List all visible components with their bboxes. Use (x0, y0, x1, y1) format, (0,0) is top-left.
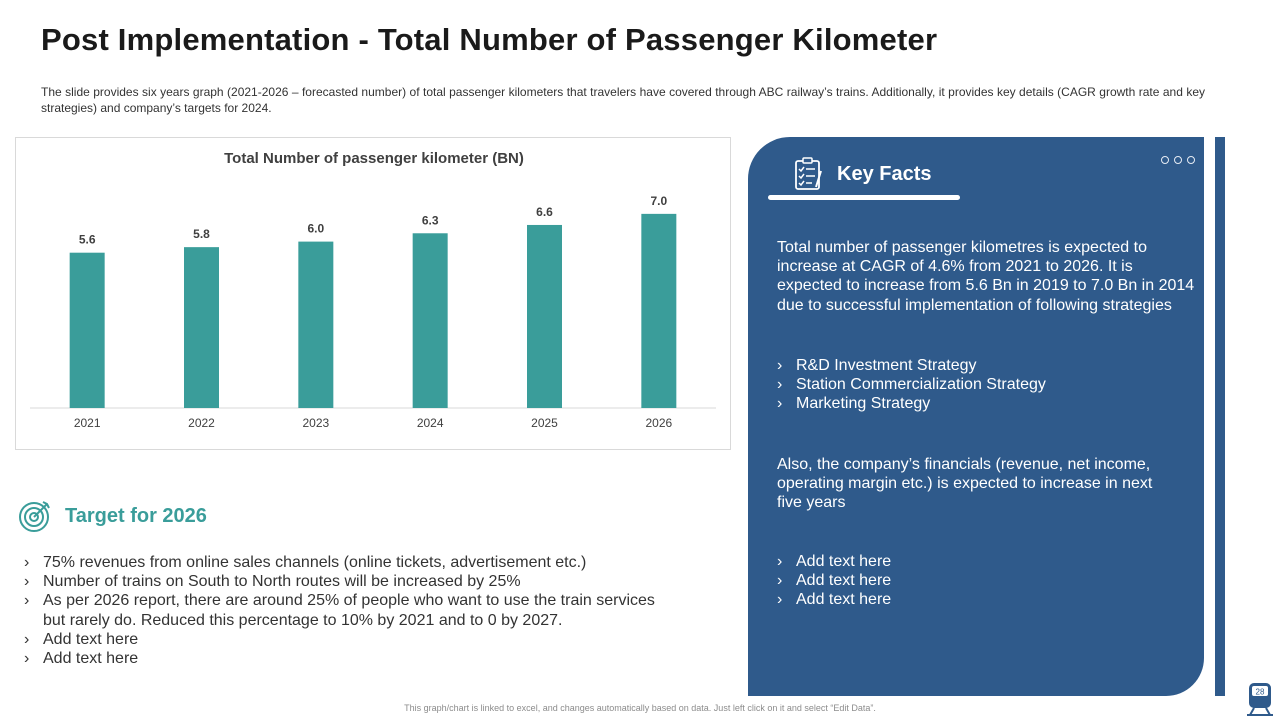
bar-2024 (412, 233, 448, 408)
target-item: As per 2026 report, there are around 25%… (24, 591, 664, 629)
x-tick-label: 2024 (417, 416, 444, 430)
bar-2025 (527, 224, 562, 408)
bar-2023 (298, 241, 334, 408)
key-facts-underline (768, 195, 960, 200)
strategy-item: Marketing Strategy (777, 394, 1197, 413)
chart-container[interactable]: Total Number of passenger kilometer (BN)… (15, 137, 731, 450)
target-icon (19, 501, 50, 532)
target-header: Target for 2026 (18, 498, 207, 534)
bar-2022 (184, 247, 219, 408)
strategy-item: R&D Investment Strategy (777, 356, 1197, 375)
page-title: Post Implementation - Total Number of Pa… (41, 22, 938, 57)
more-options-icon[interactable] (1161, 156, 1195, 164)
add-text-item: Add text here (777, 552, 1197, 571)
strategy-item: Station Commercialization Strategy (777, 375, 1197, 394)
slide-description: The slide provides six years graph (2021… (41, 85, 1205, 115)
bar-value-label: 6.6 (536, 205, 553, 219)
checklist-icon (795, 157, 822, 190)
bar-2026 (641, 213, 677, 408)
bar-value-label: 7.0 (650, 194, 667, 208)
x-tick-label: 2026 (645, 416, 672, 430)
target-title: Target for 2026 (65, 504, 207, 527)
bar-value-label: 5.6 (79, 233, 96, 247)
footer-note: This graph/chart is linked to excel, and… (404, 703, 876, 713)
add-text-item: Add text here (777, 571, 1197, 590)
x-tick-label: 2021 (74, 416, 101, 430)
target-item: Add text here (24, 649, 664, 668)
target-item: Add text here (24, 630, 664, 649)
key-facts-header: Key Facts (794, 157, 932, 191)
add-text-list: Add text here Add text here Add text her… (777, 552, 1197, 610)
x-tick-label: 2025 (531, 416, 558, 430)
bar-value-label: 6.3 (422, 213, 439, 227)
bar-chart: Total Number of passenger kilometer (BN)… (30, 150, 716, 430)
bar-2021 (69, 252, 105, 408)
x-tick-label: 2022 (188, 416, 215, 430)
key-facts-panel: Key Facts Total number of passenger kilo… (748, 137, 1204, 696)
add-text-item: Add text here (777, 590, 1197, 609)
target-item: Number of trains on South to North route… (24, 572, 664, 591)
target-item: 75% revenues from online sales channels … (24, 553, 664, 572)
key-facts-financials: Also, the company’s financials (revenue,… (777, 456, 1153, 512)
strategy-list: R&D Investment Strategy Station Commerci… (777, 356, 1197, 414)
train-icon: 28 (1247, 683, 1273, 716)
bar-value-label: 5.8 (193, 227, 210, 241)
x-tick-label: 2023 (302, 416, 329, 430)
key-facts-intro: Total number of passenger kilometres is … (777, 239, 1195, 314)
key-facts-side-strip (1215, 137, 1225, 696)
key-facts-title: Key Facts (837, 162, 932, 185)
page-number: 28 (1256, 688, 1265, 697)
bar-value-label: 6.0 (307, 222, 324, 236)
target-list: 75% revenues from online sales channels … (24, 553, 664, 668)
chart-title: Total Number of passenger kilometer (BN) (224, 150, 524, 167)
